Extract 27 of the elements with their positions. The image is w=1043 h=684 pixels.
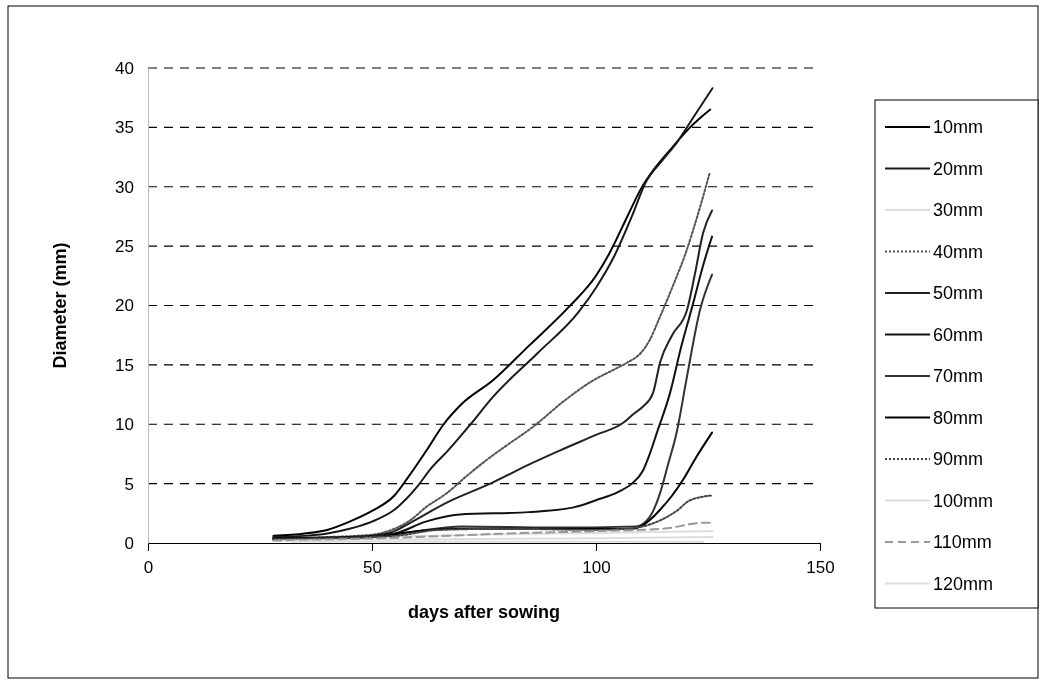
x-axis-title: days after sowing (407, 602, 561, 622)
x-tick-label: 150 (806, 557, 835, 577)
y-axis-title: Diameter (mm) (50, 242, 70, 369)
legend-label: 80mm (933, 407, 984, 428)
legend-label: 50mm (933, 283, 984, 303)
legend-label: 110mm (933, 532, 992, 552)
legend-label: 60mm (933, 324, 984, 345)
legend-label: 30mm (933, 200, 984, 220)
legend-label: 10mm (933, 117, 984, 137)
y-tick-label: 40 (115, 58, 134, 78)
legend-label: 90mm (933, 449, 984, 469)
legend-label: 20mm (933, 158, 984, 179)
y-tick-label: 25 (115, 237, 134, 257)
y-tick-label: 10 (115, 415, 134, 435)
x-tick-label: 100 (582, 557, 611, 577)
y-tick-label: 35 (115, 118, 134, 138)
x-tick-label: 50 (363, 557, 382, 577)
legend-label: 100mm (933, 490, 994, 511)
y-tick-label: 30 (115, 177, 134, 197)
y-tick-label: 15 (115, 355, 134, 375)
legend-label: 120mm (933, 573, 994, 594)
y-tick-label: 0 (124, 533, 134, 553)
y-tick-label: 5 (124, 474, 134, 494)
legend-label: 70mm (933, 366, 984, 386)
legend-label: 40mm (933, 241, 984, 262)
y-tick-label: 20 (115, 296, 134, 316)
x-tick-label: 0 (143, 557, 154, 577)
